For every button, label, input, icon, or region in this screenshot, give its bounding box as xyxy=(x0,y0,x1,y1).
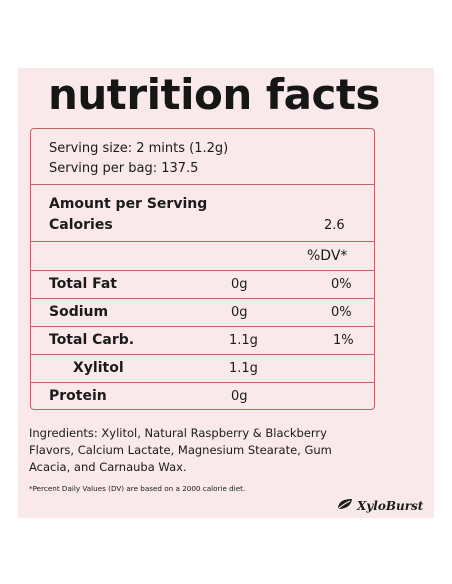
table-row: Sodium 0g 0% xyxy=(31,298,374,327)
amount-per-serving-label: Amount per Serving xyxy=(49,196,208,212)
nutrient-amount: 0g xyxy=(231,305,248,320)
nutrient-amount: 0g xyxy=(231,389,248,404)
nutrient-dv: 0% xyxy=(331,305,352,320)
calories-section: Amount per Serving Calories 2.6 xyxy=(31,184,374,242)
nutrient-name: Total Fat xyxy=(49,276,118,292)
nutrition-table: Serving size: 2 mints (1.2g) Serving per… xyxy=(30,128,375,410)
brand-logo: XyloBurst xyxy=(336,496,423,515)
serving-size: Serving size: 2 mints (1.2g) xyxy=(49,141,229,156)
brand-name: XyloBurst xyxy=(357,498,424,513)
nutrient-name: Xylitol xyxy=(73,360,124,376)
page-title: nutrition facts xyxy=(48,70,380,119)
table-row: Xylitol 1.1g xyxy=(31,354,374,383)
nutrient-name: Total Carb. xyxy=(49,332,135,348)
calories-label: Calories xyxy=(49,217,113,233)
nutrient-dv: 1% xyxy=(333,333,354,348)
dv-header-row: %DV* xyxy=(31,241,374,271)
nutrient-amount: 0g xyxy=(231,277,248,292)
table-row: Total Carb. 1.1g 1% xyxy=(31,326,374,355)
dv-header: %DV* xyxy=(307,248,348,264)
nutrition-panel: nutrition facts Serving size: 2 mints (1… xyxy=(18,68,434,518)
nutrient-amount: 1.1g xyxy=(229,361,258,376)
ingredients-text: Ingredients: Xylitol, Natural Raspberry … xyxy=(29,426,332,474)
table-row: Total Fat 0g 0% xyxy=(31,270,374,299)
nutrient-name: Protein xyxy=(49,388,107,404)
servings-per-bag: Serving per bag: 137.5 xyxy=(49,161,199,176)
calories-value: 2.6 xyxy=(324,218,345,233)
table-row: Protein 0g xyxy=(31,382,374,410)
nutrient-name: Sodium xyxy=(49,304,109,320)
nutrient-amount: 1.1g xyxy=(229,333,258,348)
dv-footnote: *Percent Daily Values (DV) are based on … xyxy=(29,484,246,493)
leaf-logo-icon xyxy=(336,496,354,515)
nutrient-dv: 0% xyxy=(331,277,352,292)
